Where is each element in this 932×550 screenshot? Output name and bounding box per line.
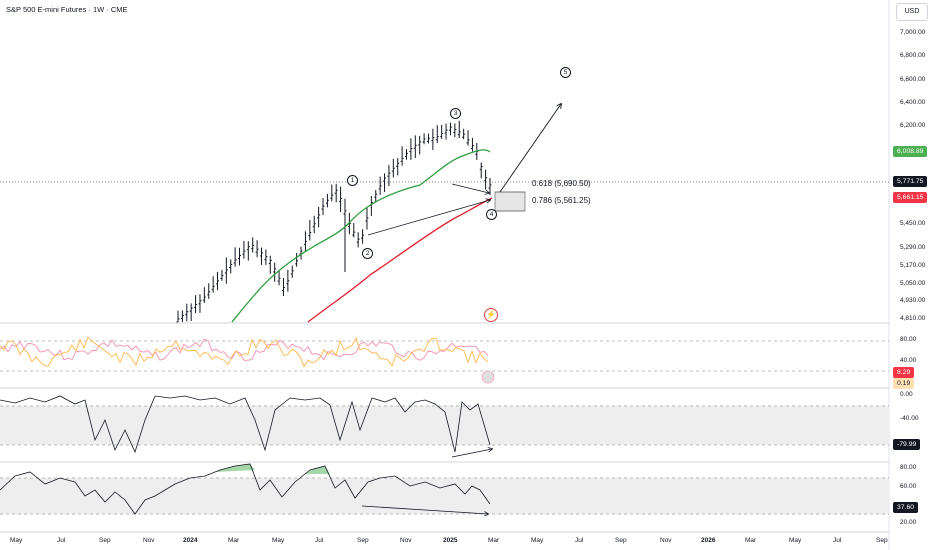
price-axis-label: 6,600.00 <box>900 76 926 83</box>
time-axis-label: Sep <box>876 537 888 544</box>
price-axis-label: 5,170.00 <box>900 262 926 269</box>
ind3-axis-label: 20.00 <box>900 519 917 526</box>
time-axis-label: Jul <box>57 537 66 544</box>
ind1-axis-label: 80.00 <box>900 336 917 343</box>
time-axis-label: May <box>272 537 285 544</box>
time-axis-label: 2024 <box>183 537 198 544</box>
ind3-axis-label: 80.00 <box>900 464 917 471</box>
time-axis-label: Mar <box>745 537 757 544</box>
ma-slow-price-tag: 5,661.15 <box>893 192 928 203</box>
time-axis-label: Nov <box>660 537 672 544</box>
wave-label-3[interactable]: 3 <box>450 108 461 119</box>
price-axis-label: 5,290.00 <box>900 244 926 251</box>
ind2-axis-label: 0.00 <box>900 391 913 398</box>
time-axis-label: Mar <box>488 537 500 544</box>
time-axis-label: Sep <box>357 537 369 544</box>
price-axis-label: 7,000.00 <box>900 29 926 36</box>
ind3-overbought-fill <box>305 466 330 474</box>
time-axis-label: May <box>531 537 544 544</box>
ma-slow-line <box>307 197 493 323</box>
fib-618-label[interactable]: 0.618 (5,690.50) <box>532 179 591 188</box>
time-axis-label: 2025 <box>443 537 458 544</box>
ma-fast-line <box>231 149 491 323</box>
fib-zone-box <box>494 191 526 212</box>
trendline-arrow <box>367 200 490 236</box>
currency-button[interactable]: USD <box>896 3 928 21</box>
ind2-axis-label: -40.00 <box>900 415 919 422</box>
ind2-value-tag: -79.99 <box>893 439 921 450</box>
ind2-line <box>0 395 491 454</box>
ind3-value-tag: 37.60 <box>893 502 919 513</box>
time-axis-label: Jul <box>833 537 842 544</box>
wave-label-1[interactable]: 1 <box>347 175 358 186</box>
time-axis-label: Nov <box>143 537 155 544</box>
target-arrow <box>499 104 561 193</box>
lightning-icon[interactable]: ⚡ <box>484 308 498 322</box>
ind1-end-marker <box>481 370 495 384</box>
time-axis-label: Jul <box>315 537 324 544</box>
ind2-divergence-arrow <box>451 449 492 458</box>
price-axis-label: 6,200.00 <box>900 122 926 129</box>
time-axis-label: May <box>789 537 802 544</box>
ind1-value-tag: 8.29 <box>893 367 915 378</box>
wave-label-5[interactable]: 5 <box>560 67 571 78</box>
price-axis-label: 6,400.00 <box>900 99 926 106</box>
price-axis-label: 5,050.00 <box>900 280 926 287</box>
price-axis-label: 6,800.00 <box>900 52 926 59</box>
time-axis-label: Sep <box>615 537 627 544</box>
ind1-line-orange <box>0 336 489 368</box>
ind1-value-tag-2: 0.19 <box>893 378 915 389</box>
price-axis-label: 4,810.00 <box>900 315 926 322</box>
time-axis-label: Sep <box>99 537 111 544</box>
ma-fast-price-tag: 6,008.89 <box>893 146 928 157</box>
ind3-line <box>0 463 491 515</box>
time-axis-label: May <box>10 537 23 544</box>
ind3-band-fill <box>0 478 889 514</box>
fib-786-label[interactable]: 0.786 (5,561.25) <box>532 196 591 205</box>
ind3-divergence-arrow <box>361 505 488 514</box>
ind1-axis-label: 40.00 <box>900 357 917 364</box>
price-axis-label: 5,450.00 <box>900 220 926 227</box>
price-axis-label: 4,930.00 <box>900 297 926 304</box>
time-axis-label: Jul <box>575 537 584 544</box>
ind1-line-pink <box>0 338 489 361</box>
symbol-title: S&P 500 E-mini Futures · 1W · CME <box>6 5 128 14</box>
last-price-tag: 5,771.75 <box>893 176 928 187</box>
time-axis-label: 2026 <box>701 537 716 544</box>
ind3-axis-label: 60.00 <box>900 483 917 490</box>
time-axis-label: Nov <box>400 537 412 544</box>
divergence-arrow <box>451 183 489 193</box>
time-axis-label: Mar <box>228 537 240 544</box>
wave-label-4[interactable]: 4 <box>486 209 497 220</box>
ind3-overbought-fill <box>215 464 255 472</box>
wave-label-2[interactable]: 2 <box>362 248 373 259</box>
